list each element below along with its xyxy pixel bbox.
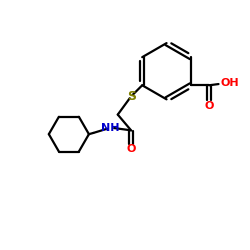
Text: O: O	[126, 144, 136, 154]
Text: S: S	[127, 90, 136, 103]
Text: OH: OH	[220, 78, 239, 88]
Text: NH: NH	[101, 123, 120, 133]
Text: O: O	[204, 101, 214, 111]
